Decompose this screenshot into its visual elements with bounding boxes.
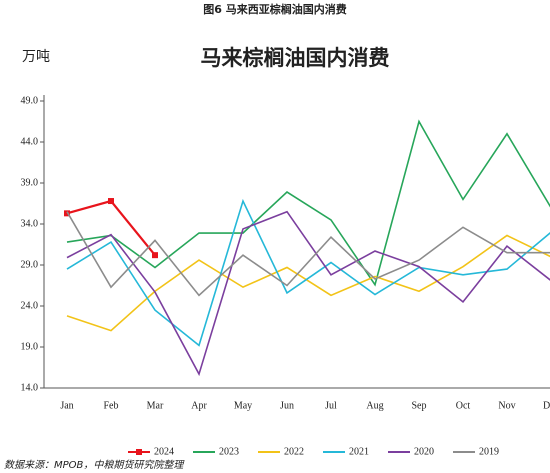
y-tick-label: 49.0 bbox=[21, 95, 39, 106]
series-line bbox=[66, 199, 156, 256]
legend-label: 2024 bbox=[154, 446, 174, 457]
y-unit: 万吨 bbox=[22, 49, 50, 65]
point-marker bbox=[108, 198, 114, 205]
x-tick-label: Jul bbox=[325, 400, 337, 411]
legend-label: 2020 bbox=[414, 446, 434, 457]
x-tick-label: Aug bbox=[366, 400, 383, 411]
header: 图6 马来西亚棕榈油国内消费 bbox=[203, 2, 346, 16]
series-line bbox=[66, 119, 550, 287]
x-tick-label: Dec bbox=[543, 400, 550, 411]
y-tick-label: 29.0 bbox=[21, 259, 39, 270]
y-tick-label: 19.0 bbox=[21, 341, 39, 352]
source: 数据来源：MPOB，中粮期货研究院整理 bbox=[4, 459, 185, 471]
y-tick-label: 14.0 bbox=[21, 382, 39, 393]
x-tick-label: Sep bbox=[412, 400, 427, 411]
x-tick-label: Jun bbox=[280, 400, 294, 411]
x-tick-label: Jan bbox=[60, 400, 73, 411]
legend-label: 2022 bbox=[284, 446, 304, 457]
y-tick-label: 39.0 bbox=[21, 177, 39, 188]
x-tick-label: Mar bbox=[147, 400, 164, 411]
y-tick-label: 44.0 bbox=[21, 136, 39, 147]
y-tick-label: 24.0 bbox=[21, 300, 39, 311]
chart-title: 马来棕榈油国内消费 bbox=[201, 46, 390, 70]
series-line bbox=[66, 198, 550, 347]
point-marker bbox=[64, 210, 70, 217]
x-tick-label: Oct bbox=[456, 400, 471, 411]
point-marker bbox=[152, 252, 158, 259]
legend-marker bbox=[136, 449, 142, 455]
legend-label: 2021 bbox=[349, 446, 369, 457]
x-tick-label: Feb bbox=[104, 400, 119, 411]
legend-label: 2023 bbox=[219, 446, 239, 457]
x-tick-label: Apr bbox=[191, 400, 207, 411]
series-line bbox=[66, 210, 550, 377]
x-tick-label: Nov bbox=[498, 400, 515, 411]
y-tick-label: 34.0 bbox=[21, 218, 39, 229]
x-tick-label: May bbox=[234, 400, 252, 411]
legend-label: 2019 bbox=[479, 446, 499, 457]
series-line bbox=[66, 211, 550, 297]
